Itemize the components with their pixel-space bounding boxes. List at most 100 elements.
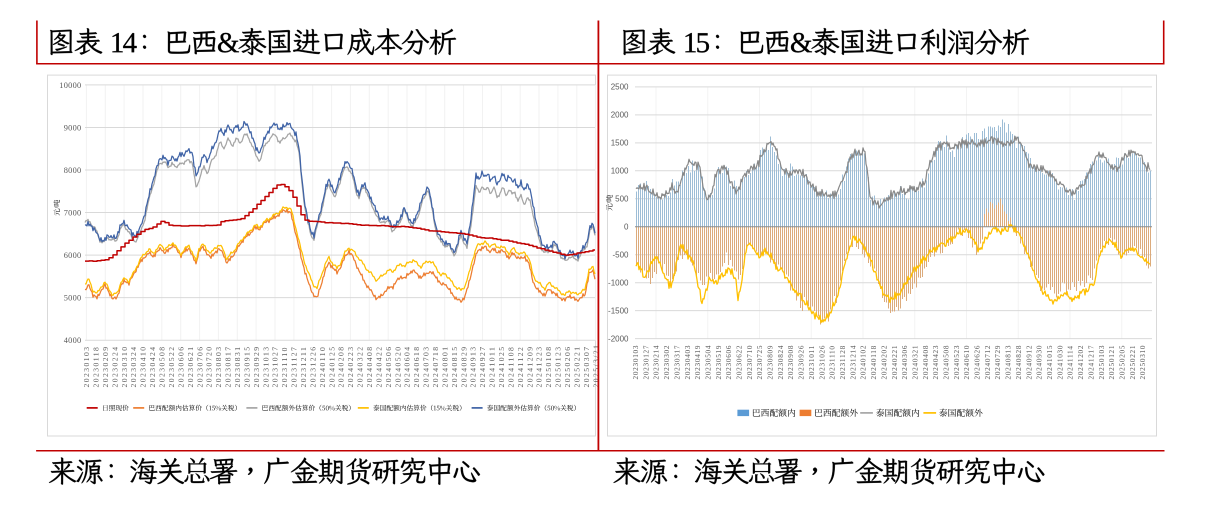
svg-text:20250123: 20250123 (554, 346, 563, 388)
svg-text:20230606: 20230606 (176, 346, 185, 388)
svg-text:20230606: 20230606 (725, 345, 733, 380)
svg-text:20230214: 20230214 (653, 345, 661, 380)
svg-text:20230720: 20230720 (205, 346, 214, 388)
svg-text:20230317: 20230317 (673, 345, 681, 380)
svg-text:20240321: 20240321 (912, 345, 920, 380)
svg-text:20240422: 20240422 (374, 346, 383, 388)
svg-text:20240306: 20240306 (901, 345, 909, 380)
svg-text:20240118: 20240118 (870, 345, 878, 379)
svg-text:20230803: 20230803 (214, 346, 223, 388)
svg-text:-2000: -2000 (608, 334, 629, 343)
svg-text:4000: 4000 (64, 336, 82, 345)
svg-text:20230508: 20230508 (158, 346, 167, 388)
svg-text:20230908: 20230908 (787, 345, 795, 380)
svg-text:20230403: 20230403 (684, 345, 692, 380)
svg-text:2000: 2000 (611, 111, 629, 120)
svg-text:20240202: 20240202 (880, 345, 888, 380)
svg-text:20230929: 20230929 (252, 346, 261, 388)
svg-text:20240110: 20240110 (318, 346, 327, 388)
svg-text:20240604: 20240604 (403, 346, 412, 388)
svg-text:20230224: 20230224 (110, 346, 119, 388)
svg-text:5000: 5000 (64, 294, 82, 303)
svg-text:20230118: 20230118 (92, 346, 101, 388)
svg-text:20240912: 20240912 (1025, 345, 1033, 380)
svg-text:20240423: 20240423 (932, 345, 940, 380)
svg-text:20240610: 20240610 (963, 345, 971, 380)
svg-text:20240506: 20240506 (384, 346, 393, 388)
svg-text:20230824: 20230824 (777, 345, 785, 380)
svg-text:20250108: 20250108 (544, 346, 553, 388)
svg-text:20231026: 20231026 (818, 345, 826, 380)
svg-text:1500: 1500 (611, 139, 629, 148)
svg-text:20241011: 20241011 (488, 346, 497, 388)
svg-text:20230424: 20230424 (148, 346, 157, 388)
svg-text:20230410: 20230410 (139, 346, 148, 388)
svg-text:20240208: 20240208 (337, 346, 346, 388)
svg-text:20230621: 20230621 (186, 346, 195, 388)
svg-text:20230310: 20230310 (120, 346, 129, 388)
svg-text:-500: -500 (612, 251, 629, 260)
svg-text:20240712: 20240712 (984, 345, 992, 380)
svg-text:20240221: 20240221 (891, 345, 899, 380)
svg-text:20240801: 20240801 (440, 346, 449, 388)
svg-text:20230127: 20230127 (642, 345, 650, 380)
svg-text:20231226: 20231226 (308, 346, 317, 388)
svg-text:20240913: 20240913 (469, 346, 478, 388)
svg-text:20240125: 20240125 (327, 346, 336, 388)
svg-text:20240223: 20240223 (346, 346, 355, 388)
svg-text:7000: 7000 (64, 209, 82, 218)
svg-text:20240508: 20240508 (943, 345, 951, 380)
svg-text:20231110: 20231110 (829, 345, 837, 379)
svg-text:500: 500 (615, 195, 629, 204)
svg-text:20230809: 20230809 (767, 345, 775, 380)
svg-text:20240829: 20240829 (459, 346, 468, 388)
svg-text:20230519: 20230519 (715, 345, 723, 380)
svg-text:20240618: 20240618 (412, 346, 421, 388)
svg-text:20240930: 20240930 (1036, 345, 1044, 380)
svg-text:20240729: 20240729 (994, 345, 1002, 380)
svg-text:20240322: 20240322 (356, 346, 365, 388)
svg-text:20231011: 20231011 (808, 345, 816, 379)
svg-text:20231128: 20231128 (839, 345, 847, 379)
svg-text:20250221: 20250221 (573, 346, 582, 388)
svg-text:20241217: 20241217 (1087, 345, 1095, 380)
svg-text:20230926: 20230926 (798, 345, 806, 380)
svg-text:20240718: 20240718 (431, 346, 440, 388)
svg-text:20230103: 20230103 (632, 345, 640, 380)
svg-text:20241114: 20241114 (1067, 345, 1075, 379)
svg-text:20230504: 20230504 (705, 345, 713, 380)
svg-text:20241015: 20241015 (1046, 345, 1054, 380)
svg-text:6000: 6000 (64, 251, 82, 260)
svg-text:20241223: 20241223 (535, 346, 544, 388)
svg-text:20250103: 20250103 (1098, 345, 1106, 380)
svg-text:20230622: 20230622 (736, 345, 744, 380)
svg-text:20230831: 20230831 (233, 346, 242, 388)
svg-text:20230302: 20230302 (663, 345, 671, 380)
svg-text:20250121: 20250121 (1108, 345, 1116, 380)
svg-text:20240927: 20240927 (478, 346, 487, 388)
svg-text:20230725: 20230725 (756, 345, 764, 380)
svg-text:10000: 10000 (59, 81, 81, 90)
svg-text:1000: 1000 (611, 167, 629, 176)
svg-text:20230706: 20230706 (195, 346, 204, 388)
svg-text:20240102: 20240102 (860, 345, 868, 380)
svg-text:20231110: 20231110 (280, 346, 289, 387)
svg-text:20230419: 20230419 (694, 345, 702, 380)
svg-text:20250205: 20250205 (1119, 345, 1127, 380)
svg-text:20240828: 20240828 (1015, 345, 1023, 380)
svg-text:2500: 2500 (611, 83, 629, 92)
svg-text:2025/3/21: 2025/3/21 (591, 344, 600, 388)
svg-text:-1500: -1500 (608, 307, 629, 316)
svg-text:20230817: 20230817 (224, 346, 233, 388)
svg-text:0: 0 (624, 223, 629, 232)
svg-text:20241122: 20241122 (516, 346, 525, 388)
svg-text:8000: 8000 (64, 166, 82, 175)
svg-text:20231214: 20231214 (849, 345, 857, 380)
svg-text:20240408: 20240408 (365, 346, 374, 388)
svg-text:20230710: 20230710 (746, 345, 754, 380)
svg-text:20230209: 20230209 (101, 346, 110, 388)
svg-text:20240815: 20240815 (450, 346, 459, 388)
svg-text:20240408: 20240408 (922, 345, 930, 380)
svg-text:20250206: 20250206 (563, 346, 572, 388)
svg-text:20231013: 20231013 (261, 346, 270, 388)
